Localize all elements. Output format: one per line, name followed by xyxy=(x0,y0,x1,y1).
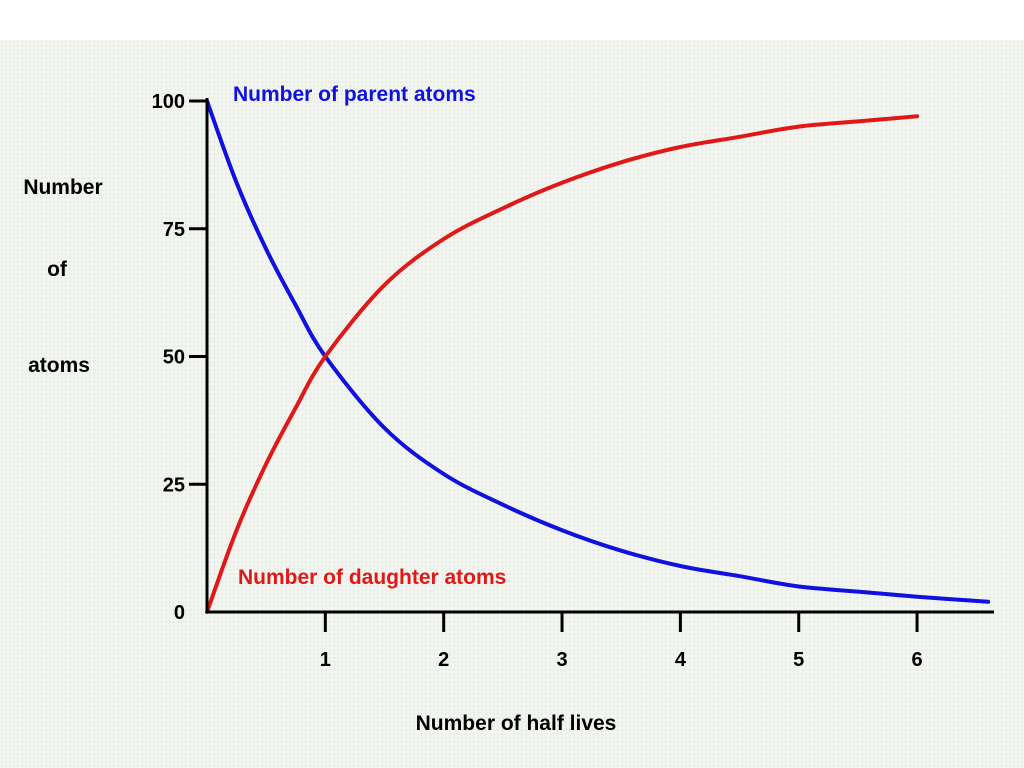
y-axis-title-line-1: Number xyxy=(23,176,102,199)
chart-background xyxy=(0,40,1024,768)
y-tick-label: 25 xyxy=(163,474,185,496)
x-tick-label: 1 xyxy=(320,649,331,671)
y-axis-ticks: 0 25 50 75 100 xyxy=(152,91,207,624)
daughter-series-label: Number of daughter atoms xyxy=(238,566,506,589)
parent-atoms-line xyxy=(205,99,991,604)
x-tick-label: 4 xyxy=(675,649,687,671)
parent-series-label: Number of parent atoms xyxy=(233,83,476,106)
daughter-atoms-line xyxy=(205,114,920,614)
y-tick-label: 0 xyxy=(174,602,185,624)
x-tick-label: 3 xyxy=(556,649,567,671)
y-tick-label: 50 xyxy=(163,347,185,369)
y-tick-label: 75 xyxy=(163,219,185,241)
x-axis-ticks: 1 2 3 4 5 6 xyxy=(320,612,923,671)
x-axis-title: Number of half lives xyxy=(416,712,617,735)
x-tick-label: 5 xyxy=(793,649,804,671)
y-tick-label: 100 xyxy=(152,91,185,113)
x-tick-label: 2 xyxy=(438,649,449,671)
series-layer xyxy=(205,99,991,614)
y-axis-title-line-3: atoms xyxy=(28,354,90,377)
y-axis-title-line-2: of xyxy=(47,258,68,281)
x-tick-label: 6 xyxy=(912,649,923,671)
